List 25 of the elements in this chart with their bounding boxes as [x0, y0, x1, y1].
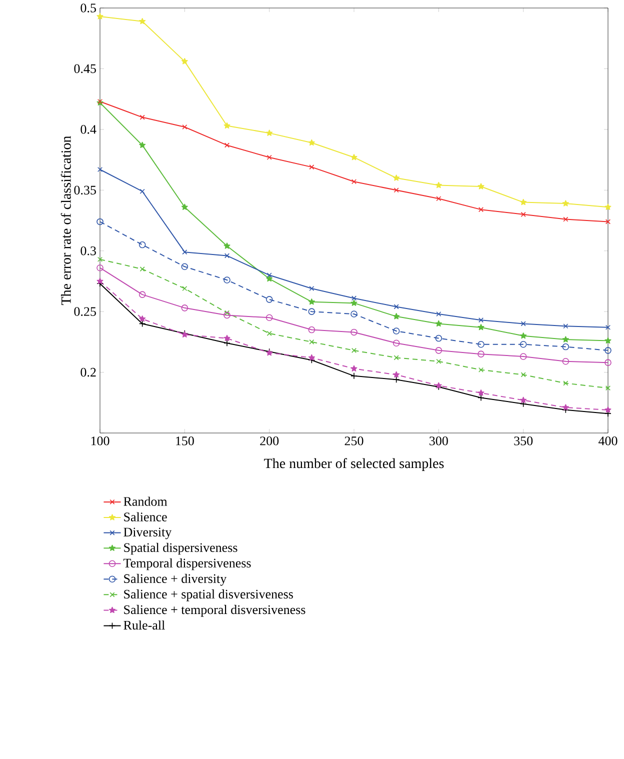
y-tick-label: 0.45 [74, 64, 96, 74]
y-tick-label: 0.35 [74, 186, 96, 195]
y-tick-label: 0.2 [80, 368, 96, 377]
x-tick-label: 300 [430, 436, 448, 446]
y-tick-label: 0.25 [74, 307, 96, 316]
x-tick-label: 350 [514, 436, 533, 446]
legend-label: Salience + temporal disversiveness [124, 604, 306, 617]
legend-label: Temporal dispersiveness [124, 558, 251, 570]
y-tick-label: 0.5 [80, 4, 96, 12]
y-tick-label: 0.3 [80, 246, 96, 256]
x-axis-title: The number of selected samples [264, 458, 444, 472]
x-tick-label: 400 [598, 436, 618, 446]
legend-label: Rule-all [124, 620, 165, 630]
y-tick-label: 0.4 [80, 125, 96, 134]
x-tick-label: 150 [176, 436, 194, 446]
x-tick-label: 250 [344, 436, 364, 446]
legend-label: Salience [124, 512, 167, 522]
x-tick-label: 200 [260, 436, 279, 446]
legend-label: Diversity [124, 528, 172, 540]
legend-label: Spatial dispersiveness [124, 542, 238, 555]
legend-label: Salience + spatial disversiveness [124, 589, 293, 602]
legend-label: Salience + diversity [124, 574, 227, 586]
legend-label: Random [124, 496, 168, 506]
y-axis-title: The error rate of classification [60, 136, 71, 305]
x-tick-label: 100 [91, 436, 110, 446]
